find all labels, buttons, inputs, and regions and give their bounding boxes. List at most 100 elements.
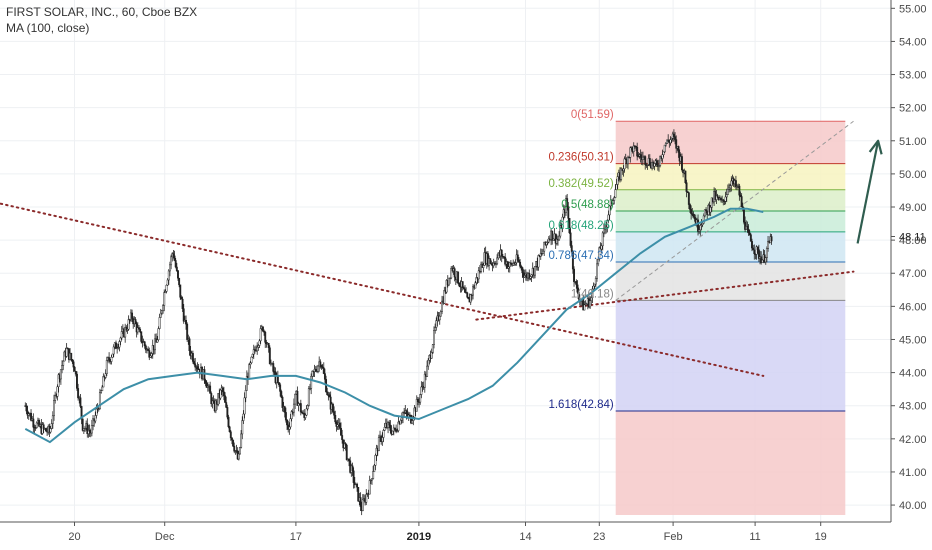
symbol-title[interactable]: FIRST SOLAR, INC., 60, Cboe BZX <box>6 5 198 19</box>
candle <box>173 250 176 262</box>
ma-line <box>24 207 764 444</box>
candle <box>74 370 77 377</box>
candle <box>56 384 59 401</box>
candle <box>62 360 65 371</box>
fib-band <box>615 189 846 211</box>
candle <box>764 256 767 265</box>
chart-legend: FIRST SOLAR, INC., 60, Cboe BZX MA (100,… <box>6 4 197 36</box>
candle <box>461 281 464 291</box>
candle <box>441 295 443 315</box>
xtick-label: 23 <box>593 531 605 543</box>
candle <box>744 216 747 233</box>
ytick-label: 46.00 <box>899 301 927 313</box>
candle <box>334 410 337 424</box>
candle <box>365 489 368 506</box>
candle <box>157 326 160 342</box>
candle <box>632 142 635 157</box>
candle <box>663 144 666 153</box>
candle <box>167 269 170 285</box>
candle <box>212 395 215 404</box>
candle <box>311 370 314 381</box>
candle <box>594 276 597 288</box>
candle <box>149 352 152 358</box>
candle <box>280 389 283 399</box>
candle <box>278 382 280 387</box>
candle <box>607 210 610 223</box>
candle <box>241 416 244 440</box>
candle <box>204 378 207 387</box>
candle <box>90 419 93 437</box>
candle <box>105 356 108 377</box>
candle <box>110 354 113 365</box>
candle <box>753 244 756 260</box>
xtick-label: 17 <box>290 531 302 543</box>
fib-band <box>615 261 846 301</box>
arrow-shaft <box>856 140 880 244</box>
candle <box>592 282 595 290</box>
xtick-label: 2019 <box>407 531 431 543</box>
candle <box>545 241 548 249</box>
candle <box>426 360 429 377</box>
candle <box>521 266 524 279</box>
candle <box>333 406 336 419</box>
candle <box>317 364 319 374</box>
candle <box>258 338 261 349</box>
candle <box>700 219 703 231</box>
candle <box>646 164 649 170</box>
candle <box>443 286 446 305</box>
candle <box>263 329 266 336</box>
candle <box>648 154 651 167</box>
candle <box>760 251 763 265</box>
candle <box>284 407 287 423</box>
candle <box>620 167 623 182</box>
ytick-label: 42.00 <box>899 434 927 446</box>
candle <box>194 357 197 371</box>
candle <box>156 336 159 343</box>
candle <box>546 239 549 246</box>
candle <box>172 249 175 259</box>
candle <box>684 170 687 184</box>
candle <box>209 381 212 394</box>
candle <box>504 253 507 267</box>
candle <box>294 393 297 410</box>
candle <box>54 391 57 404</box>
candle <box>613 196 616 205</box>
candle <box>272 360 275 377</box>
moving-average <box>24 207 764 444</box>
projection-arrow[interactable] <box>856 139 883 244</box>
candle <box>507 261 510 273</box>
fibonacci-retracement[interactable] <box>615 120 854 515</box>
candle <box>134 317 137 325</box>
candle <box>70 352 73 362</box>
candle <box>82 428 85 434</box>
candle <box>357 486 360 503</box>
candle <box>166 278 169 286</box>
candle <box>569 227 572 248</box>
indicator-label[interactable]: MA (100, close) <box>6 21 90 35</box>
candle <box>86 418 89 438</box>
candle <box>596 258 598 282</box>
candle <box>765 246 768 263</box>
candle <box>383 422 386 432</box>
candle <box>162 304 165 314</box>
candle <box>49 425 52 434</box>
candle <box>558 231 561 241</box>
candle <box>150 351 153 359</box>
candle <box>377 434 380 452</box>
candle <box>496 254 499 266</box>
candle <box>672 129 675 142</box>
candle <box>138 325 140 330</box>
candle <box>143 340 146 349</box>
candle <box>514 259 517 266</box>
xtick-label: 20 <box>68 531 80 543</box>
trendlines[interactable] <box>0 202 855 377</box>
candle <box>389 420 392 434</box>
candle <box>542 248 544 254</box>
candle <box>154 333 156 355</box>
xtick-label: 14 <box>519 531 531 543</box>
candle <box>698 225 701 234</box>
candle <box>120 325 123 341</box>
trendline[interactable] <box>0 202 765 377</box>
candle <box>516 250 519 262</box>
